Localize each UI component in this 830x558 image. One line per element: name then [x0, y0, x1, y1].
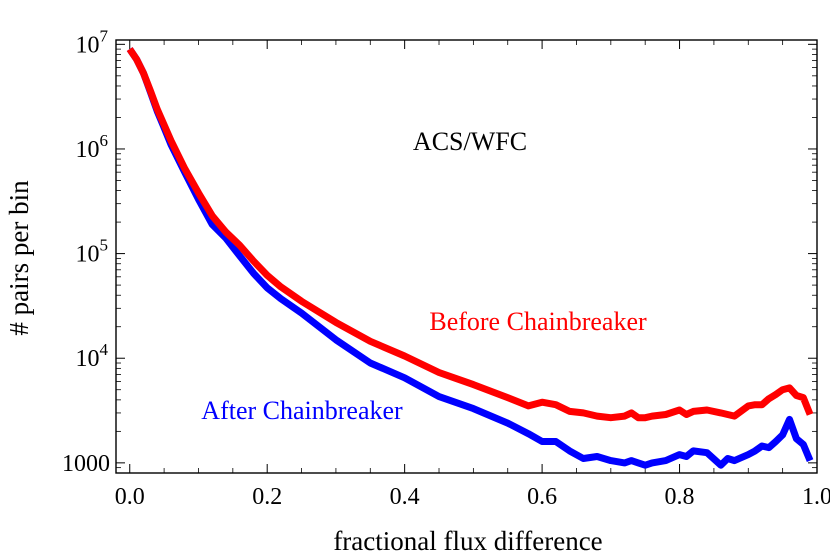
y-tick-base: 10 [76, 346, 100, 372]
annotation-label: ACS/WFC [413, 127, 527, 156]
y-tick-base: 10 [76, 242, 100, 268]
series-line-before [126, 47, 814, 422]
y-tick-exponent: 5 [100, 236, 109, 255]
x-tick-label: 0.8 [665, 484, 695, 510]
plot-frame [115, 39, 818, 474]
series-line-after [126, 47, 814, 469]
x-axis-title: fractional flux difference [333, 526, 602, 556]
y-tick-exponent: 4 [100, 340, 109, 359]
ticks-group [116, 40, 818, 474]
x-tick-label: 0.6 [527, 484, 557, 510]
y-tick-exponent: 7 [100, 26, 109, 45]
x-tick-label: 0.4 [390, 484, 420, 510]
y-tick-label: 106 [76, 131, 109, 163]
x-tick-label: 1.0 [802, 484, 830, 510]
x-tick-label: 0.0 [115, 484, 145, 510]
y-tick-label: 1000 [62, 451, 110, 477]
series-lines-group [126, 47, 814, 469]
y-tick-base: 10 [76, 137, 100, 163]
y-tick-label: 107 [76, 26, 109, 58]
y-tick-label: 104 [76, 340, 109, 372]
series-label-after: After Chainbreaker [201, 396, 403, 425]
series-label-before: Before Chainbreaker [429, 307, 647, 336]
y-tick-exponent: 6 [100, 131, 109, 150]
x-tick-label: 0.2 [252, 484, 282, 510]
y-tick-label: 105 [76, 236, 109, 268]
y-axis-title: # pairs per bin [4, 180, 34, 336]
y-tick-base: 10 [76, 32, 100, 58]
